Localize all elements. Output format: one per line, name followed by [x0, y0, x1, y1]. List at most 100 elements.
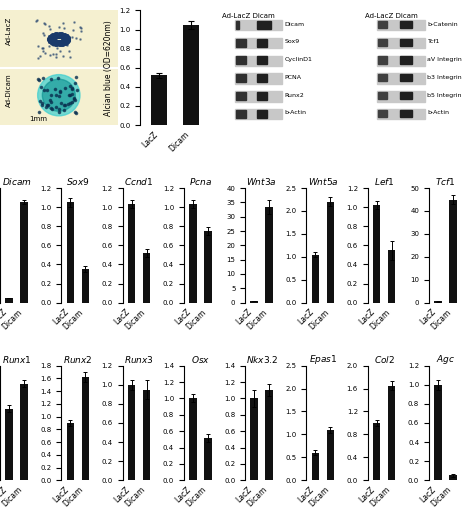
Point: [51, 31, 58, 39]
Point: [59, 34, 67, 43]
FancyBboxPatch shape: [236, 110, 246, 117]
Point: [58, 29, 66, 38]
Point: [51, 34, 59, 42]
Bar: [128, 204, 135, 303]
Point: [47, 34, 54, 42]
Point: [61, 34, 69, 42]
FancyBboxPatch shape: [236, 92, 246, 100]
Point: [46, 32, 53, 41]
FancyBboxPatch shape: [235, 20, 282, 30]
Bar: [311, 453, 319, 480]
Point: [40, 31, 48, 40]
Point: [57, 88, 64, 96]
Point: [61, 32, 69, 40]
Point: [59, 39, 67, 48]
FancyBboxPatch shape: [236, 39, 246, 46]
FancyBboxPatch shape: [378, 110, 387, 117]
Point: [73, 34, 80, 42]
Point: [50, 32, 58, 41]
Point: [59, 29, 67, 38]
Point: [47, 104, 55, 112]
Point: [41, 49, 49, 57]
Point: [32, 17, 40, 25]
Point: [48, 38, 55, 46]
Point: [62, 40, 69, 48]
Point: [47, 36, 55, 44]
Point: [70, 26, 77, 34]
Point: [51, 35, 58, 44]
Point: [42, 19, 49, 28]
Point: [55, 29, 62, 37]
Point: [54, 32, 61, 41]
Point: [58, 32, 66, 40]
FancyBboxPatch shape: [257, 56, 267, 64]
Point: [59, 34, 67, 42]
Title: $\it{Osx}$: $\it{Osx}$: [191, 354, 210, 365]
Point: [49, 37, 57, 45]
Text: Ad-Dicam: Ad-Dicam: [6, 74, 12, 107]
Bar: [327, 430, 334, 480]
Point: [53, 37, 60, 45]
Bar: [5, 409, 13, 480]
Point: [58, 37, 66, 45]
Point: [64, 35, 71, 44]
Point: [70, 95, 78, 103]
Point: [47, 35, 54, 44]
Point: [50, 37, 57, 45]
Text: Sox9: Sox9: [285, 40, 300, 44]
Point: [46, 51, 53, 60]
Point: [39, 101, 46, 110]
Point: [39, 44, 46, 53]
Point: [56, 41, 63, 49]
Point: [51, 39, 59, 48]
Point: [66, 34, 73, 43]
Point: [56, 87, 63, 96]
Point: [63, 39, 70, 48]
Point: [54, 74, 61, 82]
Point: [66, 36, 73, 44]
Text: Ad-LacZ: Ad-LacZ: [6, 16, 12, 44]
Point: [62, 32, 70, 41]
FancyBboxPatch shape: [377, 56, 425, 66]
Bar: [265, 207, 273, 303]
Point: [51, 38, 59, 46]
Point: [63, 36, 71, 44]
Point: [57, 30, 64, 39]
Point: [50, 37, 58, 45]
Point: [51, 85, 59, 93]
Point: [54, 37, 61, 45]
Point: [60, 33, 67, 41]
Title: $\it{Wnt3a}$: $\it{Wnt3a}$: [246, 176, 277, 187]
Point: [64, 39, 71, 47]
Point: [61, 101, 68, 109]
Title: $\it{Runx2}$: $\it{Runx2}$: [63, 354, 93, 365]
Point: [39, 29, 46, 37]
Point: [62, 38, 70, 46]
Point: [57, 37, 65, 45]
Point: [63, 33, 71, 42]
Point: [61, 35, 69, 44]
Point: [72, 108, 79, 116]
Point: [55, 31, 62, 40]
FancyBboxPatch shape: [400, 56, 412, 64]
Point: [59, 38, 66, 46]
Point: [48, 33, 55, 41]
Point: [58, 33, 65, 41]
Point: [59, 34, 67, 43]
Point: [59, 31, 67, 39]
Point: [60, 52, 67, 60]
Title: $\it{Runx3}$: $\it{Runx3}$: [124, 354, 154, 365]
Text: Dicam: Dicam: [285, 22, 305, 27]
Point: [49, 32, 56, 40]
Point: [55, 108, 62, 116]
Title: $\it{Epas1}$: $\it{Epas1}$: [309, 353, 337, 365]
Point: [53, 33, 60, 41]
Point: [55, 31, 62, 40]
Point: [43, 101, 51, 109]
Point: [60, 33, 67, 41]
Point: [56, 47, 64, 55]
Point: [51, 36, 59, 44]
Point: [60, 40, 67, 49]
Point: [58, 98, 65, 106]
Point: [52, 37, 60, 45]
